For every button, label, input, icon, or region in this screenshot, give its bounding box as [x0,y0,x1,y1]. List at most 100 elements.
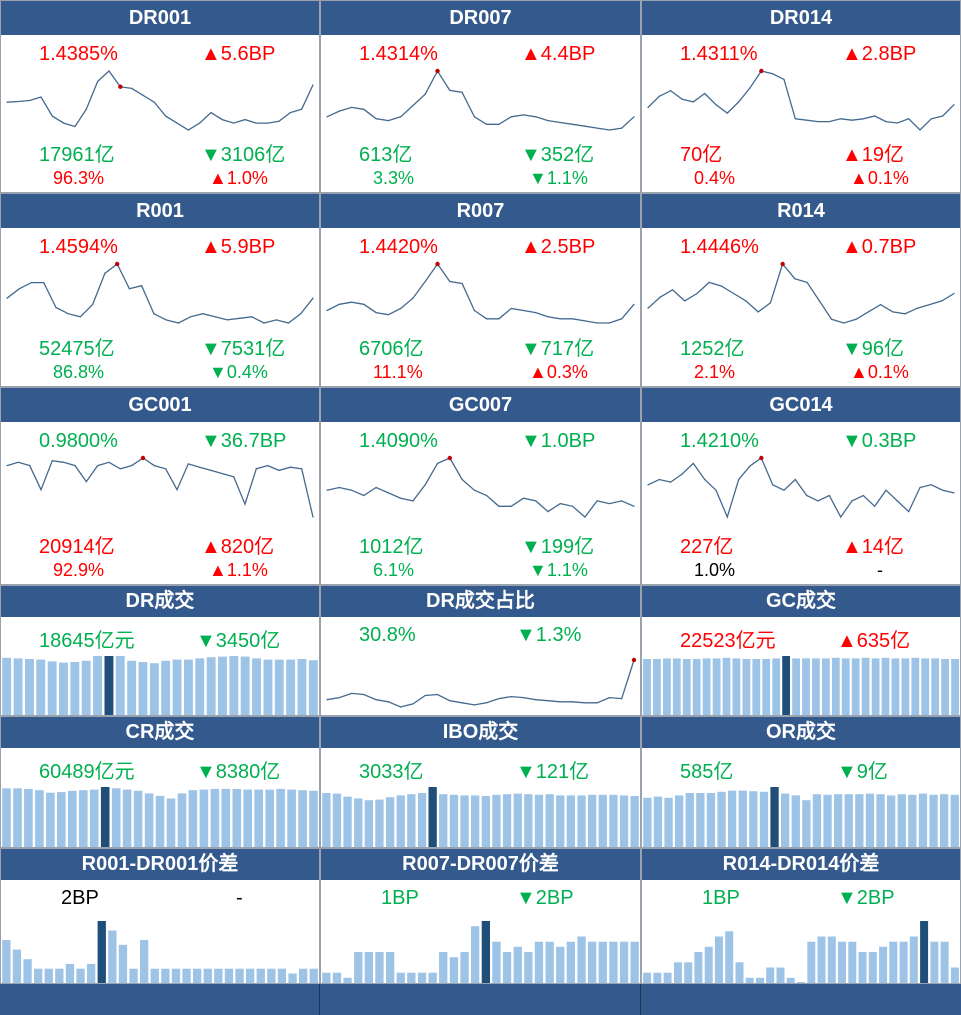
data-point [885,120,887,123]
data-point [720,285,723,287]
data-point [486,123,488,125]
bar [609,794,618,847]
change-primary: ▼1.3% [516,624,582,646]
bar [841,658,850,715]
panel-title: DR成交占比 [321,586,640,617]
data-point [375,118,377,120]
value-primary: 1BP [381,887,419,909]
data-point [783,489,785,491]
bar [524,952,533,983]
data-point [338,110,340,112]
data-point [263,322,265,324]
bar [44,968,53,983]
share-change: ▼0.4% [209,362,268,382]
data-point [572,318,574,320]
data-point [190,316,192,318]
data-point [67,313,69,315]
data-point [226,319,228,321]
data-point [301,108,303,110]
bar [111,788,121,847]
bar [950,794,959,847]
data-point [363,108,365,110]
bar [203,968,212,983]
share-value: 92.9% [53,560,105,580]
panel-title: DR007 [321,1,640,35]
bar [513,793,522,847]
data-point [267,464,269,467]
bar [417,793,427,847]
data-point [131,87,133,89]
bar [460,952,469,983]
bar [274,659,284,715]
bar [692,659,701,715]
bar [566,941,575,983]
chart-bar [322,921,639,983]
bar [675,795,684,847]
highlight-point [759,68,764,74]
chart-bar [2,921,318,983]
data-point [375,699,377,701]
bar [706,793,716,847]
volume-change: ▼717亿 [521,338,595,360]
panel-13: IBO成交 3033亿 ▼121亿 [320,716,641,848]
bar [756,977,764,983]
data-point [892,311,894,313]
bar [502,794,512,847]
bar [149,663,159,715]
bar [921,658,930,715]
data-point [596,500,598,502]
value-primary: 0.9800% [39,430,118,452]
bar [941,659,949,715]
bar [89,789,99,847]
bar [609,941,618,983]
bar [396,972,405,983]
bar [598,941,607,983]
bar [417,972,427,983]
bar [817,936,826,983]
data-point [704,478,706,481]
bar [309,968,318,983]
value-primary: 30.8% [359,624,416,646]
bar [206,657,216,715]
chart-line [647,261,955,324]
data-point [436,462,439,464]
bar [861,657,870,715]
volume-change: ▲820亿 [201,536,275,558]
data-point [806,119,808,121]
data-point [684,300,686,302]
bar [210,788,220,847]
value-primary: 1.4311% [680,43,758,65]
bar [12,949,22,983]
share-change: ▲1.1% [209,560,268,580]
share-change: ▲0.3% [529,362,588,382]
bar [838,941,846,983]
bar [545,941,554,983]
chart-line [6,455,314,518]
change-primary: ▼121亿 [516,761,590,783]
panel-title: DR001 [1,1,319,35]
data-point [412,297,414,299]
data-point [486,318,488,320]
bar [931,658,940,715]
highlight-bar [428,787,437,847]
bar [909,936,918,983]
bar [855,794,864,847]
panel-14: OR成交 585亿 ▼9亿 [641,716,961,848]
share-change: ▼1.1% [529,560,588,580]
data-point [772,484,774,486]
panel-title: R007-DR007价差 [321,849,640,880]
bar [288,973,297,983]
data-point [17,100,19,103]
data-point [817,120,819,123]
data-point [221,118,223,121]
data-point [647,106,649,109]
highlight-point [118,84,123,89]
data-point [671,289,674,291]
chart-bar [643,787,959,847]
bar [214,968,223,983]
bar [364,800,373,847]
bar [133,790,143,847]
data-point [535,116,537,118]
data-point [97,464,99,467]
bar [449,957,459,983]
